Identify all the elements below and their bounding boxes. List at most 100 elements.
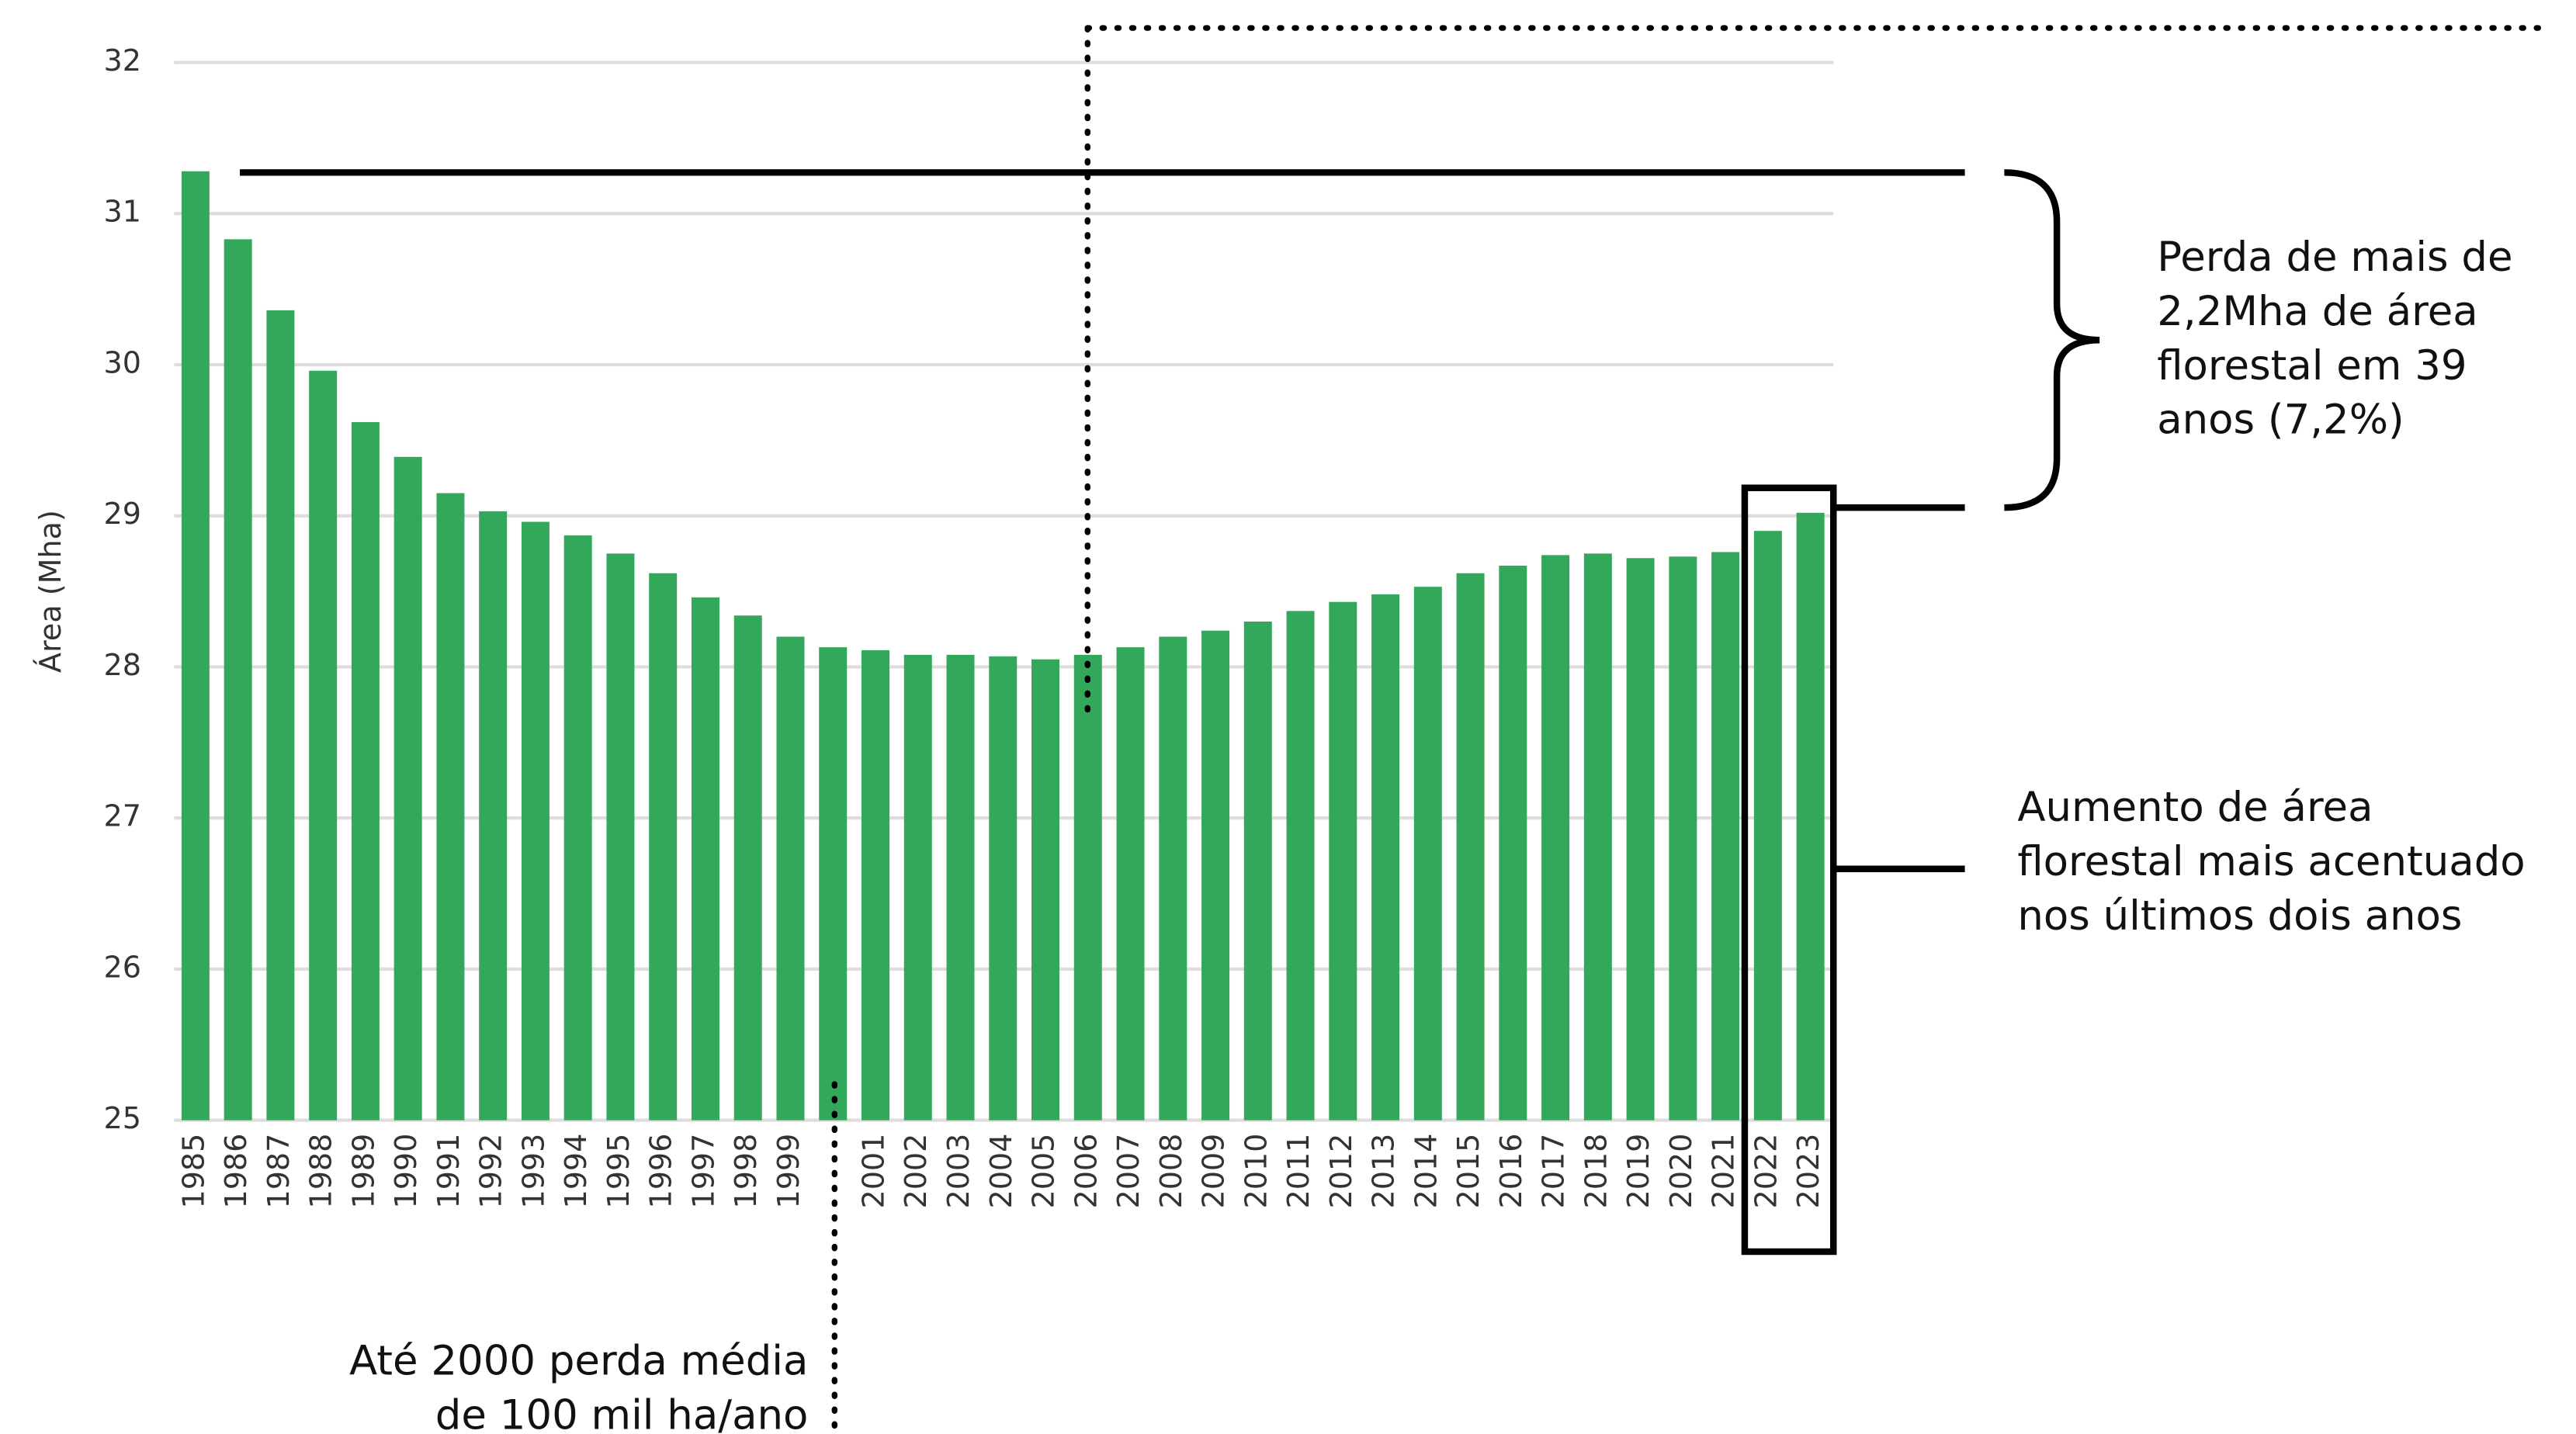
x-tick-label: 2014 xyxy=(1409,1134,1443,1209)
x-tick-label: 1993 xyxy=(516,1134,550,1209)
annotation-text: Aumento de área xyxy=(2017,784,2373,831)
x-tick-label: 2020 xyxy=(1664,1134,1698,1209)
x-tick-label: 1994 xyxy=(559,1134,593,1209)
x-tick-label: 1992 xyxy=(474,1134,508,1209)
bar xyxy=(733,615,762,1121)
x-tick-label: 2023 xyxy=(1791,1134,1825,1209)
annotation-text: 2,2Mha de área xyxy=(2157,288,2477,335)
bar xyxy=(1371,594,1400,1121)
x-tick-label: 2007 xyxy=(1111,1134,1146,1209)
x-tick-label: 2006 xyxy=(1069,1134,1103,1209)
bar xyxy=(1669,556,1697,1121)
bar xyxy=(394,456,422,1121)
bar xyxy=(266,310,295,1121)
y-axis-label: Área (Mha) xyxy=(33,510,68,673)
x-tick-label: 2021 xyxy=(1707,1134,1741,1209)
y-tick-label: 27 xyxy=(104,799,141,833)
x-tick-label: 2016 xyxy=(1494,1134,1528,1209)
bar xyxy=(351,421,380,1121)
annotation-text: Até 2000 perda média xyxy=(349,1338,808,1385)
annotation-text: Perda de mais de xyxy=(2157,234,2512,281)
bar xyxy=(903,654,932,1121)
bar xyxy=(1031,659,1059,1121)
bar xyxy=(819,647,848,1121)
x-tick-label: 1989 xyxy=(346,1134,380,1209)
x-tick-label: 2009 xyxy=(1197,1134,1231,1209)
bar xyxy=(946,654,975,1121)
x-tick-label: 2013 xyxy=(1367,1134,1401,1209)
x-tick-label: 1991 xyxy=(432,1134,466,1209)
bar xyxy=(1073,654,1102,1121)
bar xyxy=(776,636,805,1121)
x-tick-label: 2017 xyxy=(1537,1134,1571,1209)
bar xyxy=(479,511,508,1121)
bar xyxy=(1456,573,1485,1121)
bar xyxy=(1796,512,1825,1121)
bar xyxy=(1413,587,1442,1121)
y-tick-label: 30 xyxy=(104,345,141,379)
bar xyxy=(521,521,550,1121)
bar xyxy=(1711,552,1740,1121)
y-tick-label: 31 xyxy=(104,195,141,229)
x-tick-label: 2004 xyxy=(984,1134,1018,1209)
x-tick-label: 1988 xyxy=(304,1134,338,1209)
bar xyxy=(989,656,1018,1121)
x-tick-label: 1985 xyxy=(176,1134,210,1209)
annotation-text: nos últimos dois anos xyxy=(2017,892,2462,940)
y-tick-label: 26 xyxy=(104,950,141,984)
x-tick-label: 2003 xyxy=(941,1134,976,1209)
bar xyxy=(181,171,210,1121)
x-tick-label: 2022 xyxy=(1749,1134,1783,1209)
y-tick-label: 32 xyxy=(104,43,141,78)
bar xyxy=(1626,558,1655,1121)
annotation-text: florestal em 39 xyxy=(2157,342,2467,390)
x-tick-label: 2008 xyxy=(1154,1134,1188,1209)
y-tick-label: 25 xyxy=(104,1101,141,1135)
brace xyxy=(2004,169,2100,511)
annotation-text: de 100 mil ha/ano xyxy=(435,1391,809,1434)
x-tick-label: 1990 xyxy=(389,1134,423,1209)
x-tick-label: 2001 xyxy=(856,1134,890,1209)
x-tick-label: 1999 xyxy=(771,1134,806,1209)
bar xyxy=(224,239,252,1121)
x-tick-label: 1998 xyxy=(729,1134,763,1209)
x-tick-label: 1996 xyxy=(644,1134,678,1209)
x-tick-label: 1997 xyxy=(686,1134,720,1209)
x-tick-label: 2018 xyxy=(1579,1134,1613,1209)
x-tick-label: 2010 xyxy=(1239,1134,1273,1209)
bar xyxy=(1583,553,1612,1121)
x-tick-label: 2019 xyxy=(1621,1134,1656,1209)
x-tick-label: 1986 xyxy=(219,1134,253,1209)
bar xyxy=(1201,630,1230,1121)
bar xyxy=(1541,555,1570,1121)
bar xyxy=(1116,647,1145,1121)
y-tick-label: 29 xyxy=(104,497,141,531)
annotations: Perda de mais de 2,2Mha de área florestal … xyxy=(349,234,2526,1434)
x-tick-label: 2005 xyxy=(1027,1134,1061,1209)
bar xyxy=(861,650,889,1121)
x-tick-label: 2015 xyxy=(1451,1134,1486,1209)
annotation-text: florestal mais acentuado xyxy=(2017,838,2525,885)
bar xyxy=(1499,565,1527,1121)
bar xyxy=(1159,636,1187,1121)
bar xyxy=(606,553,635,1121)
bar xyxy=(1753,531,1782,1121)
bar xyxy=(691,597,719,1121)
bar xyxy=(649,573,678,1121)
bar xyxy=(1286,611,1315,1121)
x-tick-label: 1995 xyxy=(602,1134,636,1209)
bar xyxy=(1329,601,1357,1121)
bar xyxy=(1243,622,1272,1121)
y-tick-label: 28 xyxy=(104,648,141,682)
bars xyxy=(181,171,1825,1121)
bar xyxy=(309,370,338,1121)
x-tick-label: 2011 xyxy=(1281,1134,1316,1209)
x-tick-label: 1987 xyxy=(262,1134,296,1209)
annotation-text: anos (7,2%) xyxy=(2157,397,2404,444)
x-tick-label: 2012 xyxy=(1324,1134,1358,1209)
bar xyxy=(436,493,465,1121)
bar xyxy=(563,535,592,1121)
x-tick-label: 2002 xyxy=(899,1134,933,1209)
labels: 25 26 27 28 29 30 31 32 1985 1986 1987 1988 1989 1990… xyxy=(104,43,1826,1209)
